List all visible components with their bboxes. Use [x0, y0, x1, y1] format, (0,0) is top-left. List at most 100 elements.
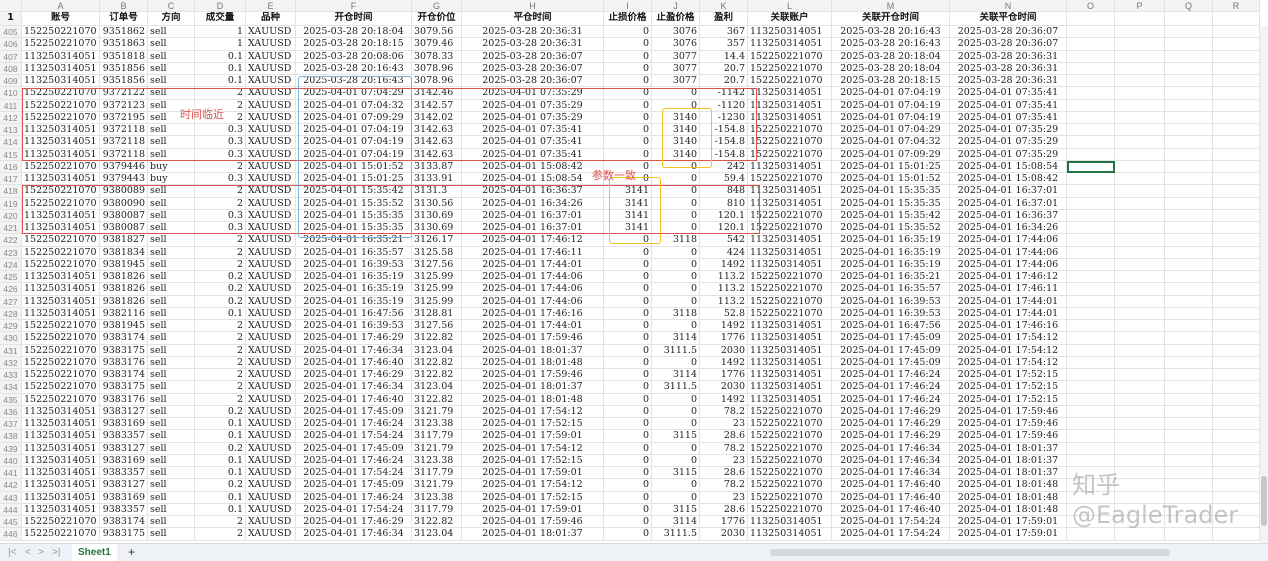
cell[interactable]: -154.8 — [700, 136, 748, 149]
cell[interactable]: 152250221070 — [748, 454, 832, 467]
row-number[interactable]: 436 — [0, 405, 22, 418]
cell[interactable]: 2025-04-01 17:59:46 — [462, 369, 604, 382]
cell[interactable]: 2 — [195, 356, 246, 369]
cell[interactable]: 2025-04-01 07:04:32 — [832, 136, 950, 149]
cell[interactable]: 9381826 — [100, 271, 148, 284]
empty-cell[interactable] — [1115, 454, 1165, 467]
cell[interactable]: 152250221070 — [22, 197, 100, 210]
empty-cell[interactable] — [1213, 111, 1260, 124]
cell[interactable]: 3122.82 — [412, 516, 462, 529]
cell[interactable]: 1492 — [700, 393, 748, 406]
row-number[interactable]: 435 — [0, 393, 22, 406]
cell[interactable]: 1 — [195, 26, 246, 39]
cell[interactable]: XAUUSD — [246, 87, 296, 100]
cell[interactable]: 2025-04-01 17:46:11 — [462, 246, 604, 259]
cell[interactable]: 242 — [700, 160, 748, 173]
empty-cell[interactable] — [1213, 479, 1260, 492]
empty-cell[interactable] — [1165, 234, 1213, 247]
empty-cell[interactable] — [1165, 173, 1213, 186]
cell[interactable]: 9381945 — [100, 258, 148, 271]
empty-cell[interactable] — [1213, 271, 1260, 284]
cell[interactable]: 0 — [604, 405, 652, 418]
spreadsheet-grid[interactable]: A B C D E F G H I J K L M N O P Q R 1 账号 订单号 方向 成交量 品种 开仓时间 开仓价位平… — [0, 0, 1260, 543]
empty-cell[interactable] — [1165, 454, 1213, 467]
cell[interactable]: 2025-04-01 18:01:48 — [462, 393, 604, 406]
empty-cell[interactable] — [1115, 442, 1165, 455]
empty-cell[interactable] — [1115, 99, 1165, 112]
cell[interactable]: 113250314051 — [748, 111, 832, 124]
cell[interactable]: 2025-04-01 15:08:54 — [462, 173, 604, 186]
cell[interactable]: 3130.69 — [412, 209, 462, 222]
cell[interactable]: 2025-04-01 16:35:19 — [296, 283, 412, 296]
cell[interactable]: 0 — [604, 124, 652, 137]
cell[interactable]: sell — [148, 307, 195, 320]
cell[interactable]: 2025-04-01 15:01:25 — [296, 173, 412, 186]
empty-cell[interactable] — [1213, 160, 1260, 173]
empty-cell[interactable] — [1115, 405, 1165, 418]
cell[interactable]: 9372122 — [100, 87, 148, 100]
empty-cell[interactable] — [1165, 503, 1213, 516]
cell[interactable]: XAUUSD — [246, 75, 296, 88]
empty-cell[interactable] — [1213, 405, 1260, 418]
empty-cell[interactable] — [1165, 442, 1213, 455]
empty-cell[interactable] — [1067, 38, 1115, 51]
column-title[interactable]: 止损价格 — [604, 12, 652, 26]
cell[interactable]: 2025-04-01 16:35:57 — [832, 283, 950, 296]
row-number[interactable]: 416 — [0, 160, 22, 173]
cell[interactable]: 9372195 — [100, 111, 148, 124]
empty-cell[interactable] — [1165, 271, 1213, 284]
cell[interactable]: 9383357 — [100, 430, 148, 443]
cell[interactable]: 0 — [652, 99, 700, 112]
cell[interactable]: XAUUSD — [246, 26, 296, 39]
empty-cell[interactable] — [1165, 185, 1213, 198]
empty-cell[interactable] — [1213, 124, 1260, 137]
cell[interactable]: 3140 — [652, 136, 700, 149]
row-number[interactable]: 424 — [0, 258, 22, 271]
cell[interactable]: 3133.87 — [412, 160, 462, 173]
cell[interactable]: 9372123 — [100, 99, 148, 112]
cell[interactable]: 0 — [652, 418, 700, 431]
row-number[interactable]: 442 — [0, 479, 22, 492]
cell[interactable]: 2025-04-01 07:04:29 — [832, 124, 950, 137]
cell[interactable]: 152250221070 — [22, 393, 100, 406]
cell[interactable]: 367 — [700, 26, 748, 39]
cell[interactable]: 113250314051 — [748, 516, 832, 529]
cell[interactable]: 2025-04-01 18:01:37 — [462, 528, 604, 541]
cell[interactable]: 2025-04-01 17:54:12 — [462, 479, 604, 492]
row-number[interactable]: 428 — [0, 307, 22, 320]
cell[interactable]: 0 — [604, 454, 652, 467]
cell[interactable]: 0.2 — [195, 271, 246, 284]
cell[interactable]: 0 — [604, 369, 652, 382]
cell[interactable]: 113250314051 — [22, 222, 100, 235]
cell[interactable]: 2025-03-28 20:36:31 — [462, 38, 604, 51]
cell[interactable]: 0 — [652, 393, 700, 406]
empty-cell[interactable] — [1115, 197, 1165, 210]
empty-cell[interactable] — [1067, 12, 1115, 26]
cell[interactable]: 2 — [195, 197, 246, 210]
cell[interactable]: 9383175 — [100, 381, 148, 394]
cell[interactable]: 23 — [700, 454, 748, 467]
empty-cell[interactable] — [1067, 479, 1115, 492]
cell[interactable]: 152250221070 — [22, 344, 100, 357]
cell[interactable]: 2025-04-01 16:39:53 — [296, 320, 412, 333]
empty-cell[interactable] — [1115, 258, 1165, 271]
cell[interactable]: 0 — [652, 405, 700, 418]
cell[interactable]: XAUUSD — [246, 185, 296, 198]
cell[interactable]: XAUUSD — [246, 197, 296, 210]
cell[interactable]: 1776 — [700, 516, 748, 529]
cell[interactable]: 0 — [604, 430, 652, 443]
cell[interactable]: 2025-04-01 07:35:41 — [950, 99, 1067, 112]
cell[interactable]: XAUUSD — [246, 479, 296, 492]
cell[interactable]: 2025-04-01 07:35:29 — [950, 124, 1067, 137]
empty-cell[interactable] — [1067, 87, 1115, 100]
cell[interactable]: 2025-04-01 07:04:19 — [296, 148, 412, 161]
empty-cell[interactable] — [1115, 26, 1165, 39]
cell[interactable]: 3122.82 — [412, 356, 462, 369]
cell[interactable]: XAUUSD — [246, 209, 296, 222]
cell[interactable]: 2025-03-28 20:36:07 — [462, 50, 604, 63]
column-title[interactable]: 止盈价格 — [652, 12, 700, 26]
empty-cell[interactable] — [1067, 283, 1115, 296]
empty-cell[interactable] — [1067, 197, 1115, 210]
cell[interactable]: 113250314051 — [22, 503, 100, 516]
cell[interactable]: 2025-04-01 07:04:19 — [832, 99, 950, 112]
